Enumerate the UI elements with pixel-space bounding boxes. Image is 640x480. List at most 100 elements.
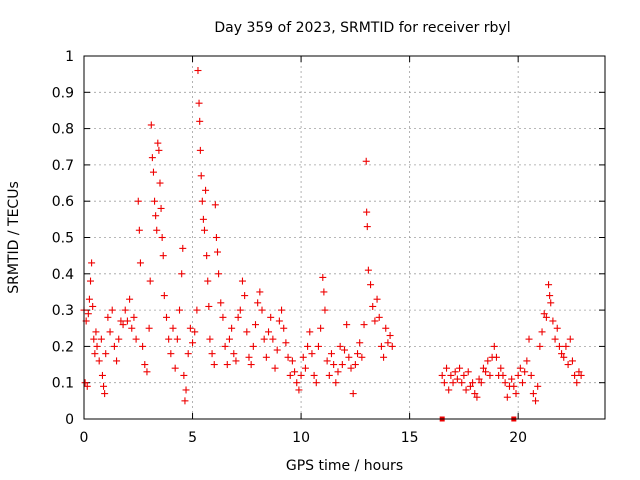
data-point [212, 234, 220, 241]
data-point [306, 328, 314, 336]
data-point [564, 361, 572, 369]
plot-frame [83, 55, 606, 420]
data-point [364, 266, 372, 274]
data-point [194, 67, 202, 75]
data-point [514, 371, 522, 379]
data-point [145, 324, 153, 332]
data-point [198, 197, 206, 205]
data-point [386, 332, 394, 340]
y-tick-label: 0.8 [52, 122, 74, 138]
data-point [360, 321, 368, 329]
data-point [475, 375, 483, 383]
data-point [325, 371, 333, 379]
data-point [113, 357, 121, 365]
data-point [91, 350, 99, 358]
data-point [102, 350, 110, 358]
data-point [115, 335, 123, 343]
data-point [245, 353, 253, 361]
data-point [200, 226, 208, 234]
data-point [149, 168, 157, 176]
data-point [293, 379, 301, 387]
data-point [341, 346, 348, 354]
data-point [319, 273, 327, 281]
data-point [211, 201, 219, 209]
y-tick-labels: 0 0.1 0.2 0.3 0.4 0.5 0.6 0.7 0.8 0.9 1 [52, 49, 74, 428]
data-point [165, 335, 173, 343]
data-point [215, 270, 223, 278]
data-point [143, 368, 151, 376]
data-point [438, 371, 446, 379]
data-point [345, 353, 353, 361]
data-point [169, 324, 177, 332]
data-point [314, 342, 322, 350]
data-point [362, 157, 370, 165]
data-point [577, 371, 585, 379]
data-point [151, 197, 159, 205]
data-point [101, 390, 109, 398]
data-points [80, 67, 585, 422]
data-point [152, 212, 160, 220]
data-point [173, 335, 181, 343]
data-point [486, 371, 494, 379]
data-point [363, 223, 371, 231]
data-point [323, 357, 331, 365]
data-point [217, 299, 225, 307]
data-point [490, 342, 498, 350]
data-point [171, 364, 179, 372]
data-point [158, 234, 166, 241]
data-point [497, 364, 505, 372]
data-point [510, 382, 518, 390]
data-point [191, 328, 199, 336]
data-point [321, 306, 329, 314]
data-point [538, 328, 546, 336]
data-point [176, 306, 184, 314]
data-point [358, 353, 366, 361]
data-point [154, 139, 162, 147]
data-point [553, 324, 561, 332]
x-tick-labels: 0 5 10 15 20 [80, 430, 528, 446]
data-point [184, 350, 192, 358]
grid-lines [84, 56, 605, 419]
data-point [547, 299, 555, 307]
data-point [388, 342, 396, 350]
data-point [336, 342, 344, 350]
data-point [167, 350, 175, 358]
data-point [267, 313, 275, 321]
data-point [128, 324, 136, 332]
data-point [83, 382, 91, 390]
data-point [549, 317, 557, 325]
data-point [373, 295, 381, 303]
data-point [540, 310, 548, 318]
data-point [269, 335, 277, 343]
data-point [462, 386, 470, 394]
data-point [445, 386, 453, 394]
data-point [197, 172, 205, 180]
data-point [180, 371, 188, 379]
data-point [280, 324, 288, 332]
data-point [519, 379, 527, 387]
y-tick-label: 0.6 [52, 194, 74, 210]
data-point [262, 353, 270, 361]
data-point [349, 390, 357, 398]
data-point [384, 339, 392, 347]
data-point [458, 379, 466, 387]
data-point [95, 357, 103, 365]
data-point [282, 339, 290, 347]
data-point [260, 335, 268, 343]
data-point [558, 350, 566, 358]
data-point [562, 342, 570, 350]
data-point [93, 342, 101, 350]
data-point [477, 379, 485, 387]
data-point [228, 324, 236, 332]
data-point [243, 328, 251, 336]
data-point [523, 357, 531, 365]
data-point [139, 342, 147, 350]
data-point [551, 335, 559, 343]
data-point [297, 371, 305, 379]
data-point [525, 335, 533, 343]
data-point [295, 386, 303, 394]
data-point [206, 335, 214, 343]
data-point [130, 313, 138, 321]
data-point [568, 357, 576, 365]
data-point [278, 306, 286, 314]
